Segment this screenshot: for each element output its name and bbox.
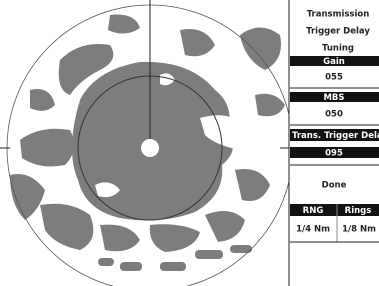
trigger-delay-label[interactable]: Trans. Trigger Dela bbox=[292, 131, 379, 141]
range-value[interactable]: 1/4 Nm bbox=[296, 225, 330, 235]
radar-screen: Transmission Trigger Delay Tuning Gain 0… bbox=[0, 0, 379, 286]
mbs-value: 050 bbox=[325, 110, 343, 120]
table-header-cell: RNG bbox=[303, 206, 324, 216]
menu-item[interactable]: Tuning bbox=[322, 44, 354, 54]
done-button[interactable]: Done bbox=[322, 181, 347, 191]
menu-item[interactable]: Trigger Delay bbox=[306, 27, 370, 37]
gain-value: 055 bbox=[325, 73, 343, 83]
own-ship bbox=[141, 139, 159, 157]
gain-label[interactable]: Gain bbox=[323, 57, 345, 67]
menu-item[interactable]: Transmission bbox=[307, 10, 370, 20]
trigger-delay-value: 095 bbox=[325, 149, 343, 159]
mbs-label[interactable]: MBS bbox=[323, 93, 344, 103]
table-header-cell: Rings bbox=[345, 206, 372, 216]
page: Transmission Trigger Delay Tuning Gain 0… bbox=[0, 0, 379, 286]
rings-value[interactable]: 1/8 Nm bbox=[342, 225, 376, 235]
